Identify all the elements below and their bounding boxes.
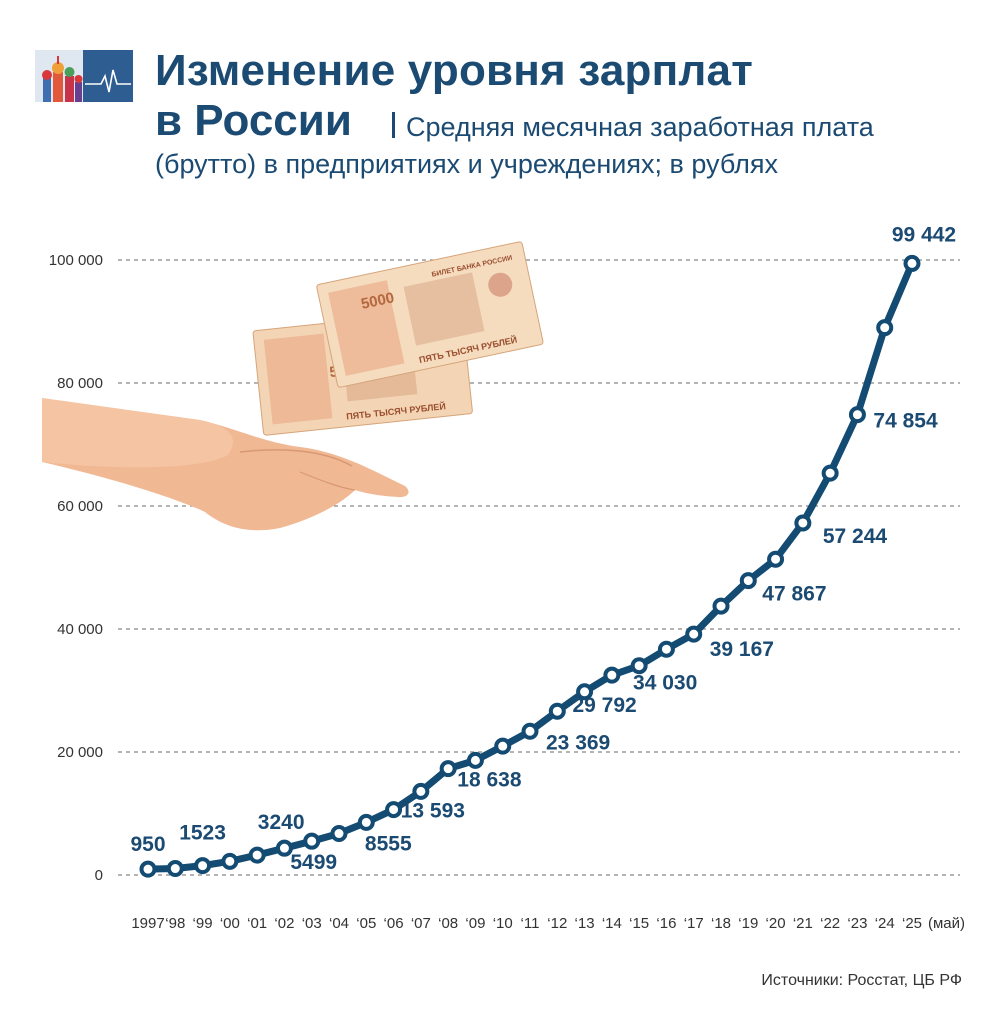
data-label-26: 74 854 xyxy=(873,410,938,433)
x-tick-label-20: ‘17 xyxy=(684,915,704,932)
data-label-16: 29 792 xyxy=(572,694,636,717)
hand-with-5000-ruble-banknotes-icon: 5000 ПЯТЬ ТЫСЯЧ РУБЛЕЙ 5000 БИЛЕТ БАНКА … xyxy=(42,241,544,531)
x-tick-label-13: ‘10 xyxy=(493,915,513,932)
data-point-21 xyxy=(712,597,730,615)
data-point-14 xyxy=(521,722,539,740)
x-tick-label-26: ‘23 xyxy=(847,915,867,932)
chart-subtitle-line-1: Средняя месячная заработная плата xyxy=(406,112,874,142)
source-note: Источники: Росстат, ЦБ РФ xyxy=(761,972,962,989)
data-point-11 xyxy=(439,760,457,778)
x-tick-label-0: 1997 xyxy=(131,915,164,932)
data-point-7 xyxy=(330,825,348,843)
data-label-layer: 950 1523 3240 5499 8555 13 593 18 638 23 369 29 … xyxy=(130,223,956,874)
x-tick-label-4: ‘01 xyxy=(247,915,267,932)
x-tick-label-1: ‘98 xyxy=(165,915,185,932)
data-point-10 xyxy=(412,782,430,800)
data-label-14: 23 369 xyxy=(546,731,610,754)
x-tick-label-21: ‘18 xyxy=(711,915,731,932)
data-point-17 xyxy=(603,666,621,684)
data-point-16 xyxy=(576,683,594,701)
x-tick-label-10: ‘07 xyxy=(411,915,431,932)
data-label-10: 13 593 xyxy=(401,799,465,822)
data-label-4: 3240 xyxy=(258,811,305,834)
series-layer xyxy=(139,254,921,878)
x-tick-label-16: ‘13 xyxy=(575,915,595,932)
data-label-28: 99 442 xyxy=(892,223,956,246)
kremlin-cathedral-logo-icon xyxy=(35,50,133,102)
x-tick-label-23: ‘20 xyxy=(766,915,786,932)
data-point-3 xyxy=(221,852,239,870)
x-tick-label-24: ‘21 xyxy=(793,915,813,932)
x-tick-label-8: ‘05 xyxy=(356,915,376,932)
y-tick-label-60000: 60 000 xyxy=(57,498,103,515)
data-point-23 xyxy=(767,550,785,568)
x-tick-label-17: ‘14 xyxy=(602,915,622,932)
banknote-front-value: 5000 xyxy=(360,289,396,313)
data-label-22: 47 867 xyxy=(762,583,826,606)
x-tick-label-27: ‘24 xyxy=(875,915,895,932)
data-point-0 xyxy=(139,860,157,878)
chart-title-line-2: в России xyxy=(155,96,352,145)
data-point-5 xyxy=(275,839,293,857)
y-tick-label-40000: 40 000 xyxy=(57,621,103,638)
title-separator xyxy=(392,112,395,138)
data-point-26 xyxy=(848,406,866,424)
x-tick-label-5: ‘02 xyxy=(274,915,294,932)
x-tick-label-3: ‘00 xyxy=(220,915,240,932)
y-tick-label-0: 0 xyxy=(95,867,103,884)
data-point-28 xyxy=(903,254,921,272)
data-point-12 xyxy=(466,751,484,769)
data-point-9 xyxy=(385,801,403,819)
data-point-25 xyxy=(821,464,839,482)
data-label-0: 950 xyxy=(130,833,165,856)
data-point-19 xyxy=(657,640,675,658)
data-point-4 xyxy=(248,846,266,864)
data-point-13 xyxy=(494,737,512,755)
data-point-8 xyxy=(357,813,375,831)
data-point-15 xyxy=(548,702,566,720)
data-point-6 xyxy=(303,832,321,850)
x-tick-label-11: ‘08 xyxy=(438,915,458,932)
data-label-2: 1523 xyxy=(179,822,226,845)
x-tick-label-22: ‘19 xyxy=(738,915,758,932)
data-label-20: 39 167 xyxy=(710,638,774,661)
x-tick-label-14: ‘11 xyxy=(521,915,540,932)
x-tick-label-19: ‘16 xyxy=(656,915,676,932)
data-point-1 xyxy=(166,860,184,878)
data-label-18: 34 030 xyxy=(633,672,697,695)
data-label-24: 57 244 xyxy=(823,525,888,548)
x-tick-suffix: (май) xyxy=(928,915,965,932)
data-point-20 xyxy=(685,625,703,643)
y-tick-label-20000: 20 000 xyxy=(57,744,103,761)
x-tick-label-18: ‘15 xyxy=(629,915,649,932)
data-label-8: 8555 xyxy=(365,832,412,855)
chart-title-line-1: Изменение уровня зарплат xyxy=(155,46,753,95)
data-point-2 xyxy=(194,857,212,875)
y-tick-label-100000: 100 000 xyxy=(49,252,103,269)
grid-layer xyxy=(118,259,960,876)
x-tick-label-6: ‘03 xyxy=(302,915,322,932)
data-label-6: 5499 xyxy=(290,851,337,874)
x-tick-label-2: ‘99 xyxy=(193,915,213,932)
data-point-22 xyxy=(739,572,757,590)
x-tick-label-9: ‘06 xyxy=(384,915,404,932)
chart-subtitle-line-2: (брутто) в предприятиях и учреждениях; в… xyxy=(155,149,778,179)
y-tick-label-80000: 80 000 xyxy=(57,375,103,392)
x-tick-label-28: ‘25 xyxy=(902,915,922,932)
data-point-18 xyxy=(630,657,648,675)
data-point-27 xyxy=(876,319,894,337)
data-point-24 xyxy=(794,514,812,532)
x-tick-label-15: ‘12 xyxy=(547,915,567,932)
x-tick-label-7: ‘04 xyxy=(329,915,349,932)
x-tick-label-12: ‘09 xyxy=(465,915,485,932)
data-label-12: 18 638 xyxy=(457,768,522,791)
axis-layer: 0 20 000 40 000 60 000 80 000 100 000 1997 ‘98 ‘… xyxy=(49,252,965,932)
x-tick-label-25: ‘22 xyxy=(820,915,840,932)
